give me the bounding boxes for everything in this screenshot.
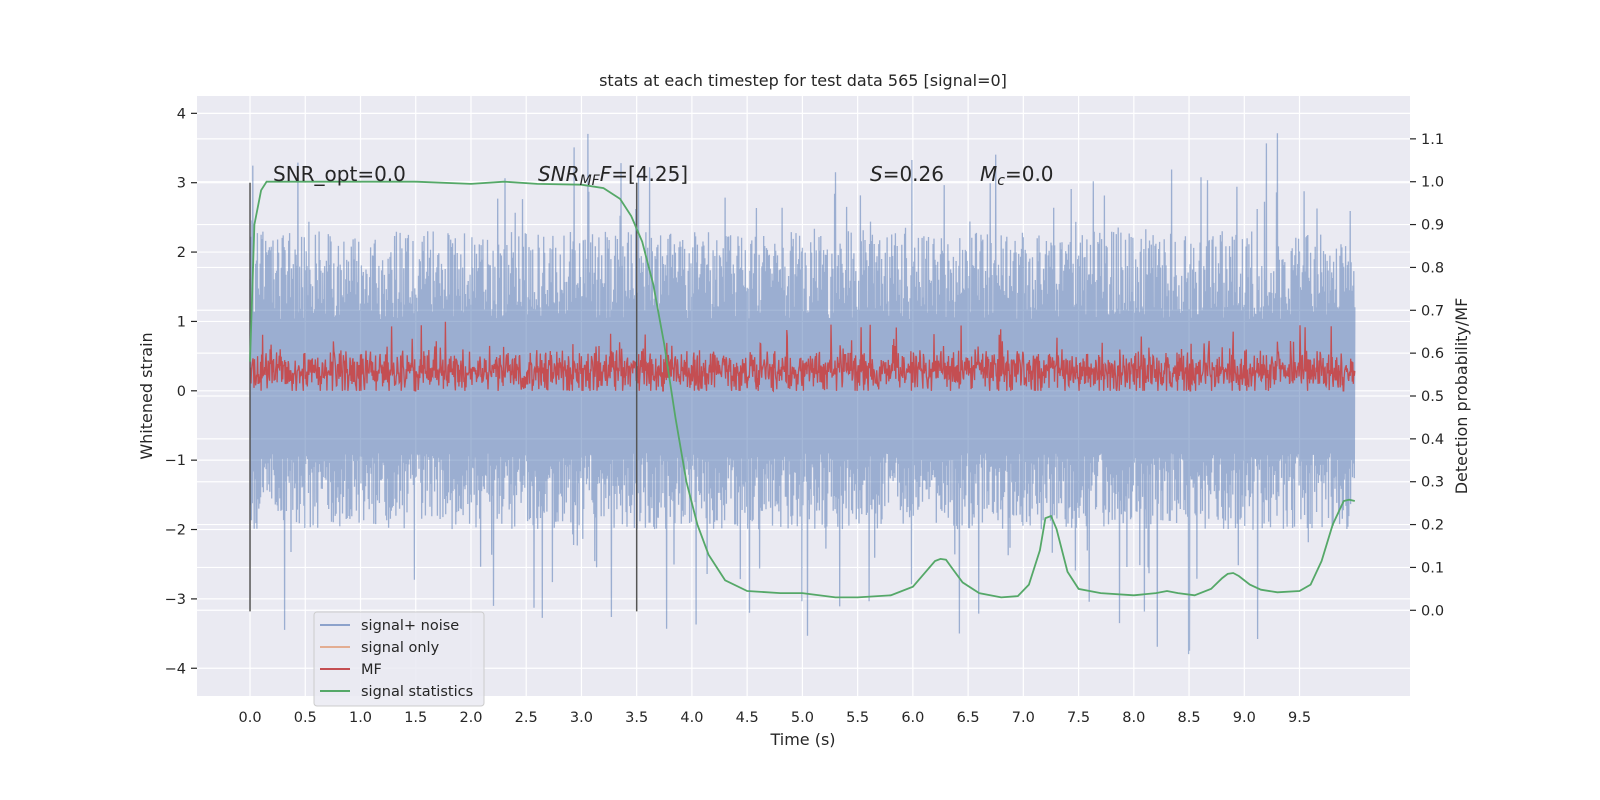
- series-mf: [249, 321, 1356, 393]
- y-tick-label: −3: [165, 592, 186, 608]
- x-tick-label: 3.5: [625, 710, 648, 726]
- y-tick-label: 2: [177, 245, 186, 261]
- annotation-mc-value: =0.0: [1005, 162, 1054, 186]
- annotation-s-main: S: [870, 162, 883, 186]
- y2-tick-label: 0.8: [1421, 260, 1444, 276]
- x-tick-label: 3.0: [570, 710, 593, 726]
- y-tick-label: −2: [165, 523, 186, 539]
- y-axis-right: 1.1 1.0 0.9 0.8 0.7 0.6 0.5 0.4 0.3 0.2 0.1 0.0: [1410, 132, 1444, 619]
- y-tick-label: −1: [165, 453, 186, 469]
- annotation-snr-mf-main: SNR: [538, 162, 580, 186]
- y2-tick-label: 1.0: [1421, 175, 1444, 191]
- x-tick-label: 0.5: [294, 710, 317, 726]
- annotation-s: S=0.26: [870, 162, 944, 186]
- y2-tick-label: 0.9: [1421, 218, 1444, 234]
- annotation-s-value: =0.26: [883, 162, 944, 186]
- x-tick-label: 9.0: [1233, 710, 1256, 726]
- y2-tick-label: 0.6: [1421, 346, 1444, 362]
- y2-tick-label: 0.5: [1421, 389, 1444, 405]
- x-tick-label: 8.5: [1178, 710, 1201, 726]
- annotation-mc-main: M: [980, 162, 997, 186]
- series-signal-noise: [249, 133, 1356, 655]
- y2-tick-label: 0.7: [1421, 303, 1444, 319]
- legend-label: signal statistics: [361, 684, 473, 700]
- annotation-snr-mf-sub: MF: [580, 173, 601, 189]
- y-tick-label: 1: [177, 314, 186, 330]
- legend-label: MF: [361, 662, 382, 678]
- chart-title: stats at each timestep for test data 565…: [599, 71, 1007, 90]
- x-axis-label: Time (s): [769, 730, 835, 749]
- series-line-mf: [249, 321, 1356, 393]
- annotation-snr-mf: SNRMFF=[4.25]: [538, 162, 688, 189]
- x-tick-label: 7.5: [1067, 710, 1090, 726]
- x-tick-label: 8.0: [1122, 710, 1145, 726]
- annotation-snr-mf-value: =[4.25]: [611, 162, 688, 186]
- series-line-signal-noise: [249, 133, 1356, 655]
- x-tick-label: 0.0: [238, 710, 261, 726]
- x-tick-label: 6.5: [957, 710, 980, 726]
- x-tick-label: 2.5: [515, 710, 538, 726]
- vertical-markers: [249, 182, 638, 612]
- y2-tick-label: 1.1: [1421, 132, 1444, 148]
- x-tick-label: 1.0: [349, 710, 372, 726]
- y-tick-label: 4: [177, 106, 186, 122]
- series-signal-statistics: [249, 180, 1356, 599]
- x-axis: 0.0 0.5 1.0 1.5 2.0 2.5 3.0 3.5 4.0 4.5 5.0 5.5 6.0 6…: [238, 710, 1311, 726]
- y2-tick-label: 0.1: [1421, 560, 1444, 576]
- legend-label: signal only: [361, 640, 440, 656]
- x-tick-label: 1.5: [404, 710, 427, 726]
- y2-tick-label: 0.0: [1421, 603, 1444, 619]
- y-tick-label: 3: [177, 176, 186, 192]
- y-axis-label: Whitened strain: [137, 332, 156, 459]
- legend-box: [313, 611, 485, 707]
- annotation-mc-sub: c: [997, 173, 1005, 189]
- x-tick-label: 5.5: [846, 710, 869, 726]
- x-tick-label: 5.0: [791, 710, 814, 726]
- y-axis-left: 4 3 2 1 0 −1 −2 −3 −4: [165, 106, 197, 677]
- legend: signal+ noise signal only MF signal statist…: [313, 611, 485, 707]
- legend-label: signal+ noise: [361, 618, 459, 634]
- y2-tick-label: 0.2: [1421, 518, 1444, 534]
- y-tick-label: −4: [165, 661, 186, 677]
- annotation-snr-opt: SNR_opt=0.0: [273, 162, 406, 186]
- y2-tick-label: 0.4: [1421, 432, 1444, 448]
- x-tick-label: 7.0: [1012, 710, 1035, 726]
- x-tick-label: 4.0: [680, 710, 703, 726]
- annotation-mc: Mc=0.0: [980, 162, 1054, 189]
- y2-tick-label: 0.3: [1421, 475, 1444, 491]
- x-tick-label: 6.0: [901, 710, 924, 726]
- x-tick-label: 2.0: [459, 710, 482, 726]
- x-tick-label: 4.5: [736, 710, 759, 726]
- y2-axis-label: Detection probability/MF: [1452, 298, 1471, 495]
- y-tick-label: 0: [177, 384, 186, 400]
- x-tick-label: 9.5: [1288, 710, 1311, 726]
